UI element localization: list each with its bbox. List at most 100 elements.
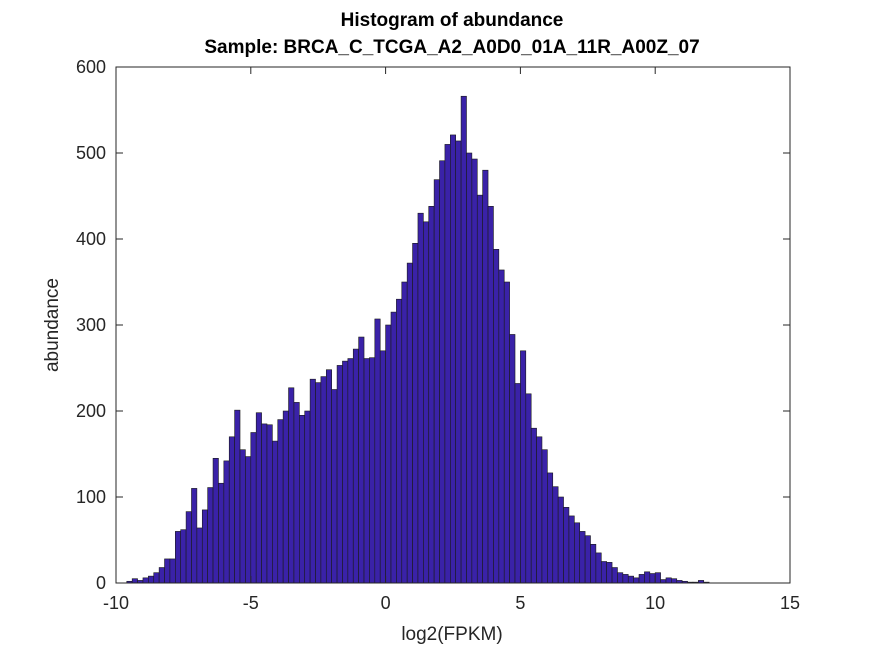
histogram-bar [180, 529, 187, 584]
histogram-bar [342, 360, 349, 584]
y-tick-label: 600 [76, 57, 106, 77]
histogram-bar [175, 531, 182, 584]
histogram-bar [644, 571, 651, 584]
x-tick-label: 15 [780, 593, 800, 613]
y-tick-label: 200 [76, 401, 106, 421]
histogram-bar [223, 460, 230, 584]
histogram-bar [142, 577, 149, 584]
histogram-bar [638, 574, 645, 584]
histogram-bar [239, 449, 246, 584]
histogram-bar [390, 311, 397, 584]
x-tick-label: -5 [243, 593, 259, 613]
histogram-bar [352, 348, 359, 584]
x-tick-label: 10 [645, 593, 665, 613]
histogram-bar [552, 486, 559, 584]
histogram-bar [282, 410, 289, 584]
histogram-bar [272, 440, 279, 584]
ticks-layer: -10 -5 0 5 10 15 0 100 200 300 400 500 600 [76, 57, 800, 613]
histogram-bar [460, 95, 467, 584]
histogram-bar [288, 387, 295, 584]
histogram-bar [541, 449, 548, 584]
histogram-bar [309, 378, 316, 584]
histogram-bar [412, 243, 419, 584]
histogram-bar [169, 558, 176, 584]
histogram-bar [487, 206, 494, 584]
histogram-bar [369, 357, 376, 584]
y-tick-label: 300 [76, 315, 106, 335]
histogram-bar [304, 410, 311, 584]
histogram-bar [498, 269, 505, 584]
histogram-bar [574, 522, 581, 584]
histogram-bar [660, 579, 667, 584]
histogram-bar [228, 436, 235, 584]
histogram-bar [277, 419, 284, 584]
histogram-bar [250, 432, 257, 584]
histogram-bar [617, 572, 624, 584]
histogram-bar [417, 212, 424, 584]
histogram-bar [455, 140, 462, 584]
histogram-bar [212, 457, 219, 584]
histogram-bar [557, 496, 564, 584]
histogram-bar [600, 561, 607, 584]
x-tick-label: -10 [103, 593, 129, 613]
histogram-bar [331, 389, 338, 584]
x-tick-label: 5 [515, 593, 525, 613]
histogram-bar [201, 509, 208, 584]
histogram-bar [450, 134, 456, 584]
chart-subtitle: Sample: BRCA_C_TCGA_A2_A0D0_01A_11R_A00Z… [204, 37, 699, 58]
histogram-bar [336, 365, 343, 584]
histogram-bar [185, 511, 192, 584]
histogram-bar [439, 160, 446, 584]
histogram-bar [622, 574, 629, 584]
histogram-bar [568, 515, 575, 584]
histogram-bar [466, 152, 473, 584]
histogram-bar [131, 578, 138, 584]
x-axis-label: log2(FPKM) [401, 624, 502, 645]
chart-title: Histogram of abundance [341, 10, 564, 31]
histogram-bar [493, 249, 500, 584]
histogram-bar [627, 575, 634, 584]
histogram-bar [579, 531, 586, 584]
histogram-bar [374, 318, 381, 584]
histogram-bar [234, 409, 241, 584]
histogram-bar [536, 436, 543, 584]
histogram-bar [611, 567, 618, 584]
histogram-bar [299, 414, 306, 584]
histogram-bar [671, 578, 678, 584]
histogram-bar [164, 558, 171, 584]
histogram-bar [379, 350, 386, 584]
histogram-bar [433, 179, 440, 584]
histogram-bar [503, 281, 510, 584]
y-tick-label: 400 [76, 229, 106, 249]
histogram-bar [158, 567, 165, 584]
histogram-bar [584, 535, 591, 584]
y-tick-label: 0 [96, 573, 106, 593]
histogram-bar [293, 402, 300, 584]
histogram-bar [547, 472, 554, 584]
bars-layer [126, 95, 710, 584]
plot-frame [115, 66, 791, 584]
histogram-bar [423, 221, 430, 584]
histogram-bar [595, 552, 602, 584]
histogram-bar [563, 507, 570, 584]
y-axis-label: abundance [42, 278, 63, 372]
histogram-bar [633, 577, 640, 584]
histogram-bar [385, 324, 392, 584]
histogram-bar [245, 456, 252, 584]
histogram-bar [347, 358, 354, 584]
histogram-bar [396, 298, 403, 584]
histogram-bar [665, 577, 672, 584]
histogram-bar [428, 206, 435, 584]
histogram-bar [191, 488, 198, 584]
histogram-bar [476, 194, 483, 584]
histogram-bar [320, 376, 327, 584]
histogram-bar [520, 350, 527, 584]
histogram-bar [471, 158, 478, 584]
histogram-bar [590, 543, 597, 584]
histogram-bar [654, 572, 661, 584]
histogram-bar [482, 169, 489, 584]
histogram-bar [649, 573, 656, 584]
y-tick-label: 500 [76, 143, 106, 163]
histogram-bar [153, 572, 160, 584]
